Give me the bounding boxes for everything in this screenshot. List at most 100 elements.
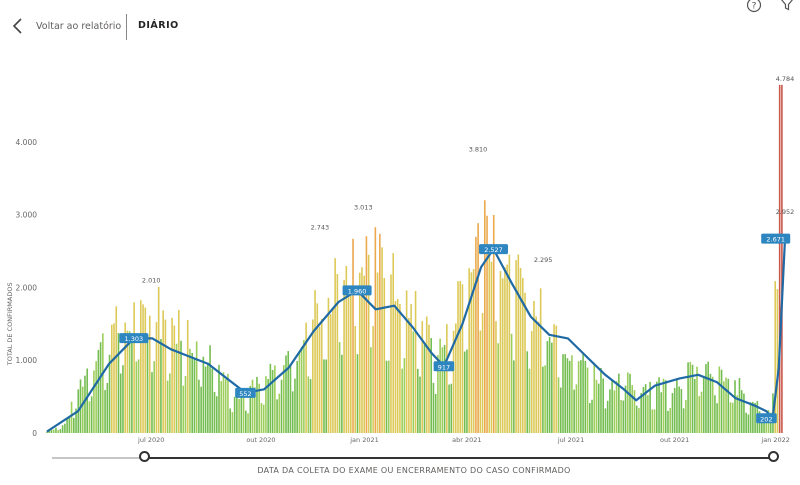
daily-bar — [613, 390, 616, 433]
daily-bar — [146, 335, 149, 433]
back-to-report-link[interactable]: Voltar ao relatório — [36, 21, 122, 32]
daily-bar — [760, 421, 763, 433]
daily-bar — [582, 352, 584, 433]
daily-bar — [73, 417, 75, 433]
daily-bar — [207, 362, 209, 433]
x-tick-label: jan 2022 — [760, 436, 790, 444]
daily-bar — [417, 368, 419, 433]
daily-bar — [664, 380, 667, 433]
daily-bar — [131, 335, 133, 433]
daily-bar — [262, 404, 265, 433]
daily-bar — [75, 408, 77, 433]
daily-bar — [693, 379, 696, 433]
daily-bar — [680, 388, 683, 433]
daily-bar — [566, 358, 569, 433]
daily-bar — [84, 375, 86, 433]
daily-bar — [685, 399, 687, 433]
peak-label: 2.743 — [311, 223, 330, 231]
date-range-slider[interactable]: DATA DA COLETA DO EXAME OU ENCERRAMENTO … — [0, 445, 800, 485]
x-tick-label: abr 2021 — [452, 436, 481, 444]
help-icon[interactable]: ? — [746, 0, 762, 13]
daily-bar — [725, 377, 727, 433]
daily-bar — [162, 310, 164, 433]
filter-icon[interactable] — [780, 0, 794, 11]
daily-bar — [341, 354, 343, 433]
daily-bar — [117, 332, 120, 433]
y-tick-label: 1.000 — [16, 356, 38, 365]
daily-bar — [394, 301, 397, 433]
average-label-box — [479, 244, 509, 255]
daily-bar — [137, 359, 140, 433]
daily-bar — [754, 403, 756, 433]
y-tick-label: 0 — [32, 429, 37, 438]
daily-bar — [95, 361, 97, 433]
slider-track[interactable] — [52, 457, 774, 459]
daily-bar — [247, 413, 249, 433]
average-label: 2.527 — [484, 246, 503, 254]
daily-bar — [481, 313, 484, 433]
daily-bar — [231, 412, 234, 433]
daily-bar — [148, 315, 151, 433]
daily-bar — [736, 395, 739, 433]
daily-bar — [401, 368, 403, 433]
daily-bar — [727, 378, 730, 433]
daily-bar — [497, 343, 500, 433]
daily-bar — [90, 396, 93, 433]
daily-bar — [656, 381, 658, 433]
daily-bar — [305, 322, 307, 433]
daily-bar — [227, 373, 229, 433]
daily-bar — [396, 299, 399, 433]
daily-bar — [46, 431, 48, 433]
daily-bar — [354, 325, 357, 433]
daily-bar — [316, 303, 319, 433]
daily-bar — [55, 427, 57, 433]
daily-bar — [184, 376, 187, 433]
daily-bar — [52, 429, 55, 433]
average-label: 917 — [438, 363, 450, 371]
daily-bar — [600, 367, 602, 433]
chevron-left-icon[interactable] — [10, 17, 26, 35]
daily-bar — [119, 373, 122, 433]
daily-bar — [267, 378, 269, 433]
daily-bar — [245, 410, 247, 433]
daily-bar — [731, 402, 734, 433]
peak-label: 3.810 — [469, 146, 488, 154]
daily-bar — [488, 253, 491, 433]
daily-bar — [68, 416, 71, 433]
daily-bar — [57, 430, 59, 433]
daily-bar — [294, 378, 296, 433]
daily-bar — [588, 403, 591, 433]
daily-bar — [240, 391, 243, 433]
daily-bar — [778, 84, 781, 433]
daily-bar — [504, 267, 506, 433]
daily-bar — [562, 354, 564, 433]
daily-bar — [64, 423, 66, 433]
daily-bar — [280, 379, 283, 433]
daily-bar — [81, 386, 84, 433]
daily-bar — [363, 275, 365, 433]
daily-bar — [215, 396, 218, 433]
daily-bar — [571, 355, 573, 433]
peak-label: 4.784 — [776, 75, 795, 83]
daily-bar — [307, 376, 310, 433]
daily-bar — [606, 400, 609, 433]
daily-bar — [48, 431, 51, 433]
daily-bar — [457, 281, 459, 433]
x-tick-label: jan 2021 — [349, 436, 379, 444]
top-bar: Voltar ao relatório DIÁRIO ? — [0, 0, 800, 50]
slider-start-handle[interactable] — [139, 451, 150, 462]
daily-bar — [539, 288, 542, 433]
daily-bar — [242, 390, 245, 433]
daily-bar — [573, 389, 575, 433]
daily-bar — [564, 354, 567, 433]
daily-bar — [347, 293, 350, 433]
daily-bar — [414, 290, 417, 433]
daily-bar — [618, 373, 620, 433]
daily-bar — [300, 346, 303, 433]
daily-bar — [752, 401, 754, 433]
slider-end-handle[interactable] — [768, 451, 779, 462]
daily-bar — [383, 278, 386, 433]
daily-bar — [169, 373, 171, 433]
daily-bar — [682, 408, 685, 433]
daily-bar — [349, 285, 352, 433]
